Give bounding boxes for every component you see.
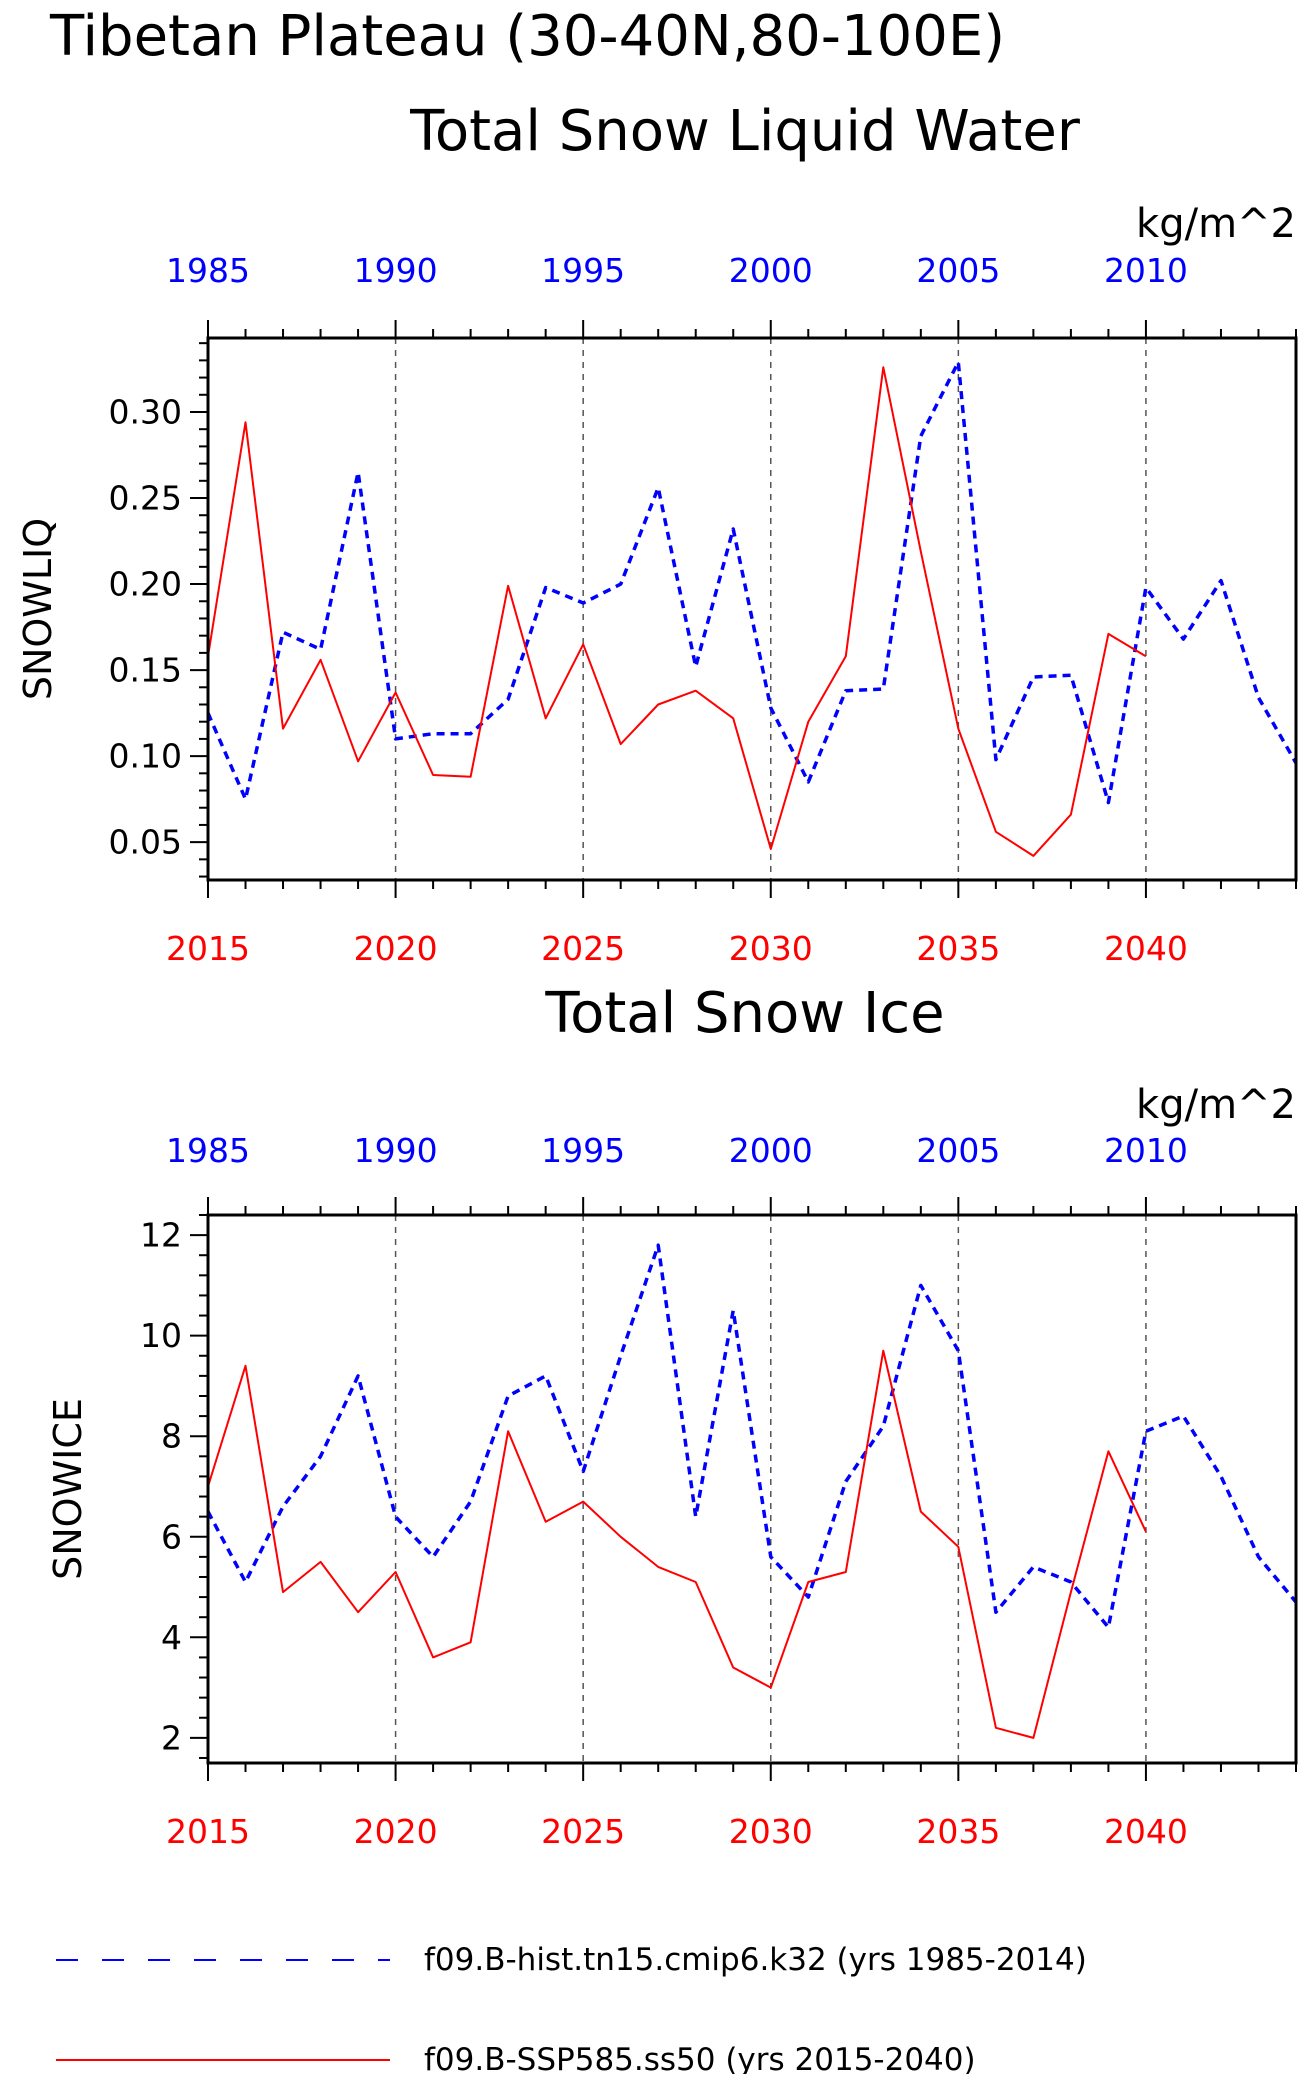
x-tick-label-top: 2010 (1104, 1131, 1188, 1170)
y-tick-label: 2 (161, 1718, 182, 1757)
chart-title: Total Snow Liquid Water (409, 99, 1081, 164)
y-tick-label: 8 (161, 1417, 182, 1456)
x-tick-label-top: 2005 (916, 1131, 1000, 1170)
x-tick-label-bottom: 2020 (354, 1812, 438, 1851)
ssp585-series-line (207, 366, 1147, 857)
x-tick-label-bottom: 2025 (541, 929, 625, 968)
x-tick-label-top: 2000 (729, 1131, 813, 1170)
x-tick-label-bottom: 2020 (354, 929, 438, 968)
x-tick-label-top: 1990 (354, 1131, 438, 1170)
hist-series-line (206, 1243, 1298, 1630)
y-tick-label: 6 (161, 1517, 182, 1556)
y-axis-label: SNOWLIQ (16, 518, 60, 700)
ssp585-series-line (207, 1349, 1147, 1739)
legend: f09.B-hist.tn15.cmip6.k32 (yrs 1985-2014… (56, 1942, 1087, 2074)
y-tick-label: 0.25 (109, 479, 182, 518)
y-tick-label: 0.20 (109, 565, 182, 604)
panel-snowliq: Total Snow Liquid Water kg/m^2 SNOWLIQ 2015… (16, 99, 1298, 968)
x-tick-label-top: 1985 (166, 1131, 250, 1170)
x-tick-label-bottom: 2015 (166, 1812, 250, 1851)
y-tick-label: 0.05 (109, 823, 182, 862)
x-tick-label-bottom: 2035 (916, 929, 1000, 968)
x-tick-label-top: 2010 (1104, 251, 1188, 290)
y-tick-label: 0.30 (109, 392, 182, 431)
x-tick-label-bottom: 2040 (1104, 929, 1188, 968)
x-tick-label-bottom: 2035 (916, 1812, 1000, 1851)
x-tick-label-top: 2000 (729, 251, 813, 290)
units-label: kg/m^2 (1136, 1082, 1296, 1128)
x-tick-label-bottom: 2040 (1104, 1812, 1188, 1851)
units-label: kg/m^2 (1136, 201, 1296, 247)
plot-frame (206, 1213, 1298, 1765)
y-axis-label: SNOWICE (46, 1398, 90, 1580)
y-tick-label: 0.10 (109, 737, 182, 776)
x-tick-label-top: 1995 (541, 1131, 625, 1170)
x-tick-label-top: 1985 (166, 251, 250, 290)
figure-title: Tibetan Plateau (30-40N,80-100E) (49, 4, 1005, 69)
x-tick-label-top: 1990 (354, 251, 438, 290)
y-tick-label: 12 (140, 1216, 182, 1255)
chart-title: Total Snow Ice (544, 981, 944, 1046)
x-tick-label-bottom: 2030 (729, 1812, 813, 1851)
x-tick-label-top: 1995 (541, 251, 625, 290)
y-tick-label: 0.15 (109, 651, 182, 690)
legend-label: f09.B-hist.tn15.cmip6.k32 (yrs 1985-2014… (424, 1942, 1087, 1978)
hist-series-line (206, 360, 1298, 805)
x-tick-label-bottom: 2015 (166, 929, 250, 968)
y-tick-label: 4 (161, 1618, 182, 1657)
y-tick-label: 10 (140, 1316, 182, 1355)
plot-frame (206, 336, 1298, 882)
panel-snowice: Total Snow Ice kg/m^2 SNOWICE 2015 2020 2025 2… (46, 981, 1298, 1851)
legend-label: f09.B-SSP585.ss50 (yrs 2015-2040) (424, 2042, 976, 2074)
x-tick-label-bottom: 2030 (729, 929, 813, 968)
x-tick-label-bottom: 2025 (541, 1812, 625, 1851)
x-tick-label-top: 2005 (916, 251, 1000, 290)
